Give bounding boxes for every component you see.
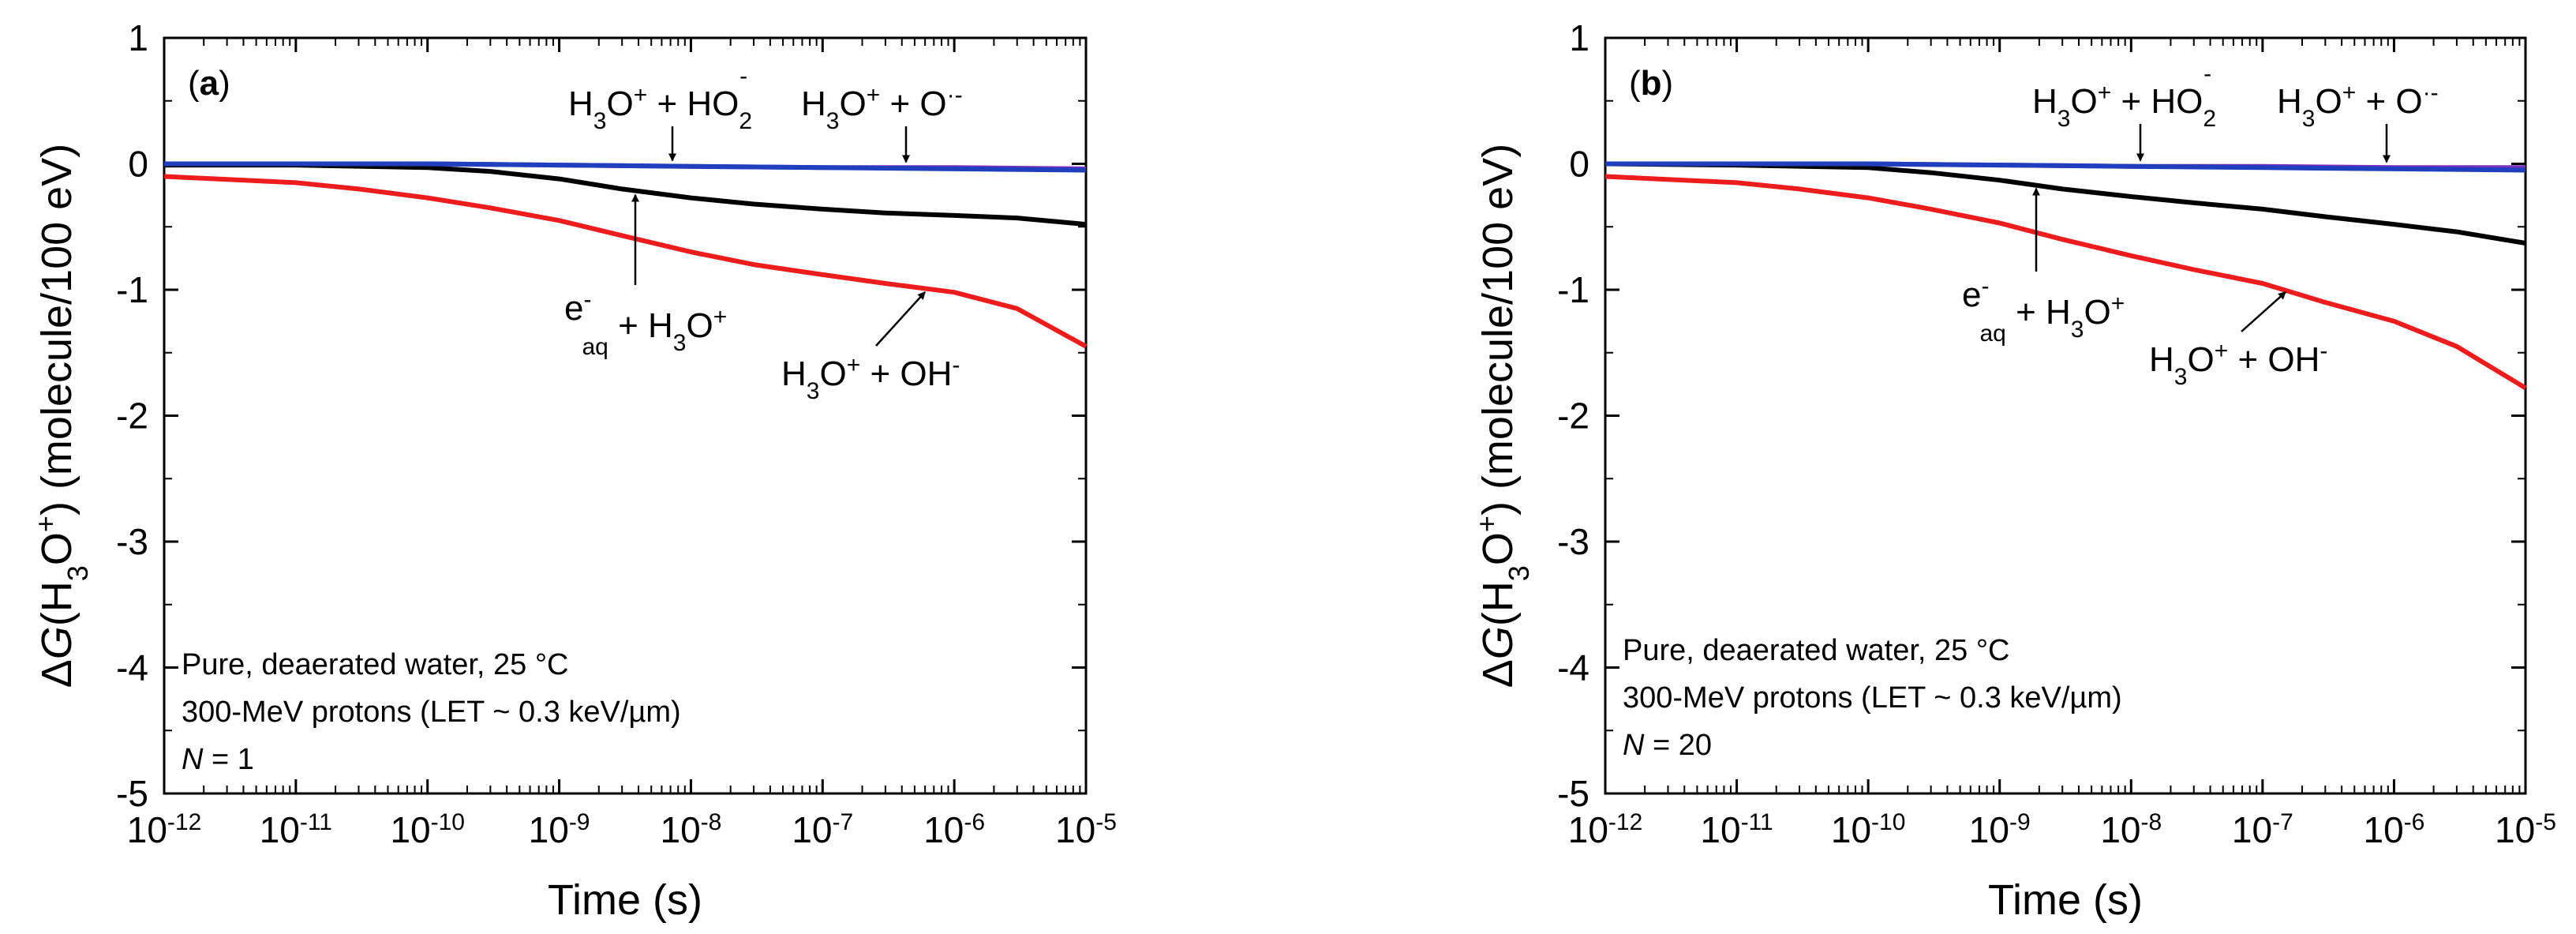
panel-label: (b) — [1629, 64, 1673, 103]
annotation-eaq: e-aq + H3O+ — [564, 287, 727, 361]
note-line-2: N = 20 — [1623, 729, 1712, 762]
annotation-eaq: e-aq + H3O+ — [1962, 273, 2125, 347]
x-tick-label: 10-7 — [792, 809, 853, 851]
y-tick-label: -1 — [116, 269, 148, 310]
chart-panel-b: 10-12 10-11 10-10 10-9 10-8 10-7 10-6 10-5 1 0 -1 -… — [1470, 17, 2556, 924]
y-tick-label: -5 — [1557, 773, 1589, 814]
x-tick-label: 10-11 — [260, 809, 332, 851]
note-line-0: Pure, deaerated water, 25 °C — [1623, 634, 2010, 667]
x-tick-label: 10-12 — [1568, 809, 1643, 851]
annotation-arrow-oh — [875, 291, 927, 347]
x-tick-label: 10-8 — [2100, 809, 2162, 851]
note-line-1: 300-MeV protons (LET ~ 0.3 keV/µm) — [182, 696, 681, 729]
x-axis-title: Time (s) — [1988, 876, 2143, 924]
series-line-3 — [1604, 174, 2527, 390]
annotation-ho2: H3O+ + HO2- — [568, 63, 752, 134]
annotation-o: H3O+ + O·- — [2277, 80, 2439, 132]
series-line-1 — [1605, 161, 2526, 173]
x-tick-label: 10-9 — [529, 809, 590, 851]
series-line-2 — [164, 163, 1087, 227]
y-tick-label: -2 — [1557, 396, 1589, 437]
x-tick-label: 10-6 — [923, 809, 985, 851]
annotation-o: H3O+ + O·- — [801, 82, 963, 134]
y-tick-label: -3 — [116, 521, 148, 562]
x-axis-title: Time (s) — [548, 876, 702, 924]
y-tick-label: 0 — [128, 144, 148, 185]
x-tick-label: 10-7 — [2232, 809, 2293, 851]
panel-label: (a) — [188, 64, 230, 103]
y-tick-label: -2 — [116, 396, 148, 437]
y-tick-label: -4 — [1557, 647, 1589, 688]
y-tick-label: -4 — [116, 647, 148, 688]
x-tick-label: 10-5 — [1055, 809, 1117, 851]
annotation-arrow-oh — [2241, 291, 2287, 332]
y-tick-label: 0 — [1569, 144, 1589, 185]
x-tick-label: 10-8 — [660, 809, 721, 851]
y-axis-title: ΔG(H3O+) (molecule/100 eV) — [29, 144, 94, 688]
x-tick-label: 10-10 — [390, 809, 465, 851]
y-tick-label: -5 — [116, 773, 148, 814]
annotation-ho2: H3O+ + HO2- — [2032, 61, 2216, 132]
annotation-oh: H3O+ + OH- — [2149, 338, 2327, 390]
x-tick-label: 10-6 — [2363, 809, 2424, 851]
y-tick-label: 1 — [128, 17, 148, 58]
chart-panel-a: 10-12 10-11 10-10 10-9 10-8 10-7 10-6 10-5 1 0 -1 -… — [29, 17, 1117, 924]
x-tick-label: 10-11 — [1700, 809, 1773, 851]
annotation-oh: H3O+ + OH- — [781, 352, 960, 404]
note-line-2: N = 1 — [182, 743, 254, 776]
y-tick-label: -3 — [1557, 521, 1589, 562]
x-tick-label: 10-10 — [1831, 809, 1906, 851]
series-line-1 — [164, 161, 1087, 173]
x-tick-label: 10-12 — [127, 809, 202, 851]
y-axis-title: ΔG(H3O+) (molecule/100 eV) — [1470, 144, 1535, 688]
series-line-3 — [163, 174, 1088, 349]
series-line-2 — [1604, 161, 2526, 246]
y-tick-label: -1 — [1557, 269, 1589, 310]
y-tick-label: 1 — [1569, 17, 1589, 58]
x-tick-label: 10-9 — [1969, 809, 2031, 851]
note-line-0: Pure, deaerated water, 25 °C — [182, 648, 569, 681]
x-tick-label: 10-5 — [2495, 809, 2556, 851]
note-line-1: 300-MeV protons (LET ~ 0.3 keV/µm) — [1623, 681, 2122, 715]
